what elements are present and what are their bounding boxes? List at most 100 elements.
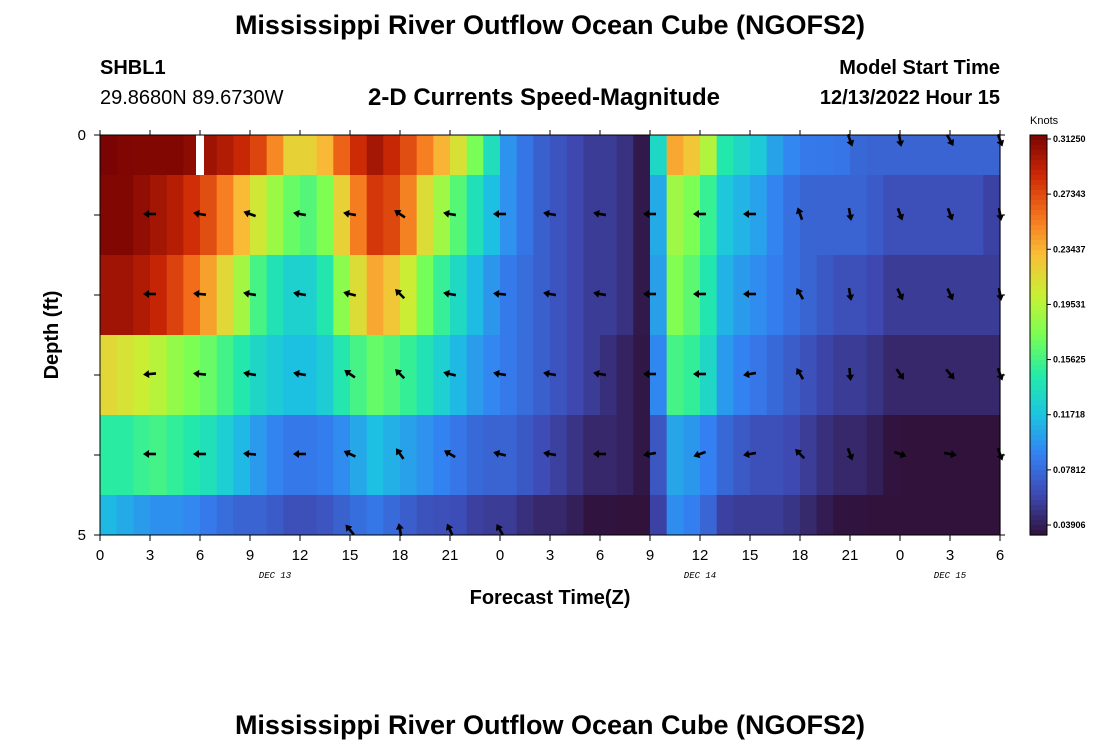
heatmap-cell — [816, 135, 834, 175]
heatmap-cell — [200, 415, 218, 495]
heatmap-cell — [333, 335, 351, 415]
heatmap-cell — [233, 255, 251, 335]
heatmap-cell — [950, 495, 968, 535]
colorbar-swatch — [1030, 490, 1047, 496]
heatmap-cell — [683, 175, 701, 255]
heatmap-cell — [350, 495, 368, 535]
heatmap-cell — [766, 255, 784, 335]
x-tick-label: 18 — [392, 547, 409, 564]
heatmap-cell — [650, 335, 668, 415]
heatmap-cell — [550, 255, 568, 335]
heatmap-cell — [950, 175, 968, 255]
colorbar-swatch — [1030, 280, 1047, 286]
x-tick-label: 0 — [96, 547, 104, 564]
heatmap-cell — [200, 135, 218, 175]
heatmap-cell — [900, 335, 918, 415]
heatmap-cell — [750, 175, 768, 255]
heatmap-cell — [616, 415, 634, 495]
colorbar: Knots 0.31250 0.27343 0.23437 0.19531 0.15625… — [1029, 115, 1086, 536]
current-arrow — [743, 370, 757, 379]
heatmap-cell — [500, 495, 518, 535]
heatmap-cell — [450, 495, 468, 535]
current-arrow — [593, 209, 607, 218]
current-arrow — [243, 209, 257, 218]
heatmap-cell — [350, 415, 368, 495]
colorbar-swatch — [1030, 170, 1047, 176]
heatmap-cell — [183, 335, 201, 415]
arrow-head — [643, 450, 650, 459]
arrow-head — [193, 450, 199, 458]
arrow-head — [846, 374, 855, 381]
colorbar-swatch — [1030, 210, 1047, 216]
heatmap-cell — [366, 135, 384, 175]
colorbar-swatch — [1030, 255, 1047, 261]
heatmap-cell — [216, 495, 234, 535]
heatmap-cell — [933, 415, 951, 495]
heatmap-cell — [783, 255, 801, 335]
heatmap-cell — [433, 175, 451, 255]
heatmap-cell — [266, 415, 284, 495]
arrow-head — [897, 372, 905, 380]
heatmap-cell — [533, 495, 551, 535]
heatmap-cell — [550, 135, 568, 175]
current-arrow — [395, 289, 406, 300]
heatmap-cell — [500, 415, 518, 495]
current-arrow — [445, 523, 454, 536]
model-start-value: 12/13/2022 Hour 15 — [819, 87, 1000, 109]
heatmap-cell — [983, 255, 1001, 335]
heatmap-cell — [783, 335, 801, 415]
colorbar-swatch — [1030, 480, 1047, 486]
heatmap-cell — [133, 415, 151, 495]
colorbar-swatch — [1030, 135, 1047, 141]
current-arrow — [143, 370, 157, 379]
arrow-head — [293, 209, 300, 218]
current-arrow — [543, 209, 557, 218]
current-arrow — [193, 209, 207, 218]
heatmap-cell — [233, 175, 251, 255]
arrow-head — [543, 289, 550, 298]
station-coordinates: 29.8680N 89.6730W — [100, 87, 284, 109]
current-arrow — [946, 288, 955, 301]
arrow-head — [693, 370, 699, 378]
heatmap-cell — [750, 255, 768, 335]
heatmap-cell — [283, 255, 301, 335]
heatmap-cell — [866, 255, 884, 335]
heatmap-cell — [233, 135, 251, 175]
colorbar-swatch — [1030, 220, 1047, 226]
arrow-head — [896, 293, 905, 301]
heatmap-cell — [283, 135, 301, 175]
current-arrow — [344, 369, 356, 379]
arrow-head — [643, 210, 649, 218]
arrow-head — [846, 294, 855, 301]
x-tick-label: 12 — [292, 547, 309, 564]
heatmap-cell — [233, 415, 251, 495]
heatmap-cell — [983, 415, 1001, 495]
colorbar-swatch — [1030, 365, 1047, 371]
heatmap-cell — [850, 255, 868, 335]
arrow-head — [693, 210, 699, 218]
current-arrow — [795, 207, 804, 221]
colorbar-swatch — [1030, 235, 1047, 241]
heatmap-cell — [833, 255, 851, 335]
heatmap-cell — [483, 175, 501, 255]
heatmap-cell — [583, 335, 601, 415]
heatmap-cell — [383, 175, 401, 255]
heatmap-cell — [350, 135, 368, 175]
heatmap-cell — [783, 175, 801, 255]
current-arrow — [395, 369, 406, 380]
heatmap-cell — [550, 175, 568, 255]
current-arrow — [693, 210, 706, 218]
colorbar-label: 0.23437 — [1053, 244, 1086, 254]
heatmap-cell — [233, 335, 251, 415]
heatmap-cell — [466, 415, 484, 495]
heatmap-cell — [933, 175, 951, 255]
current-arrow — [693, 450, 707, 459]
x-tick-label: 0 — [496, 547, 504, 564]
heatmap-cell — [266, 495, 284, 535]
heatmap-cell — [100, 335, 118, 415]
colorbar-swatch — [1030, 335, 1047, 341]
heatmap-cell — [150, 255, 168, 335]
heatmap-cell — [266, 335, 284, 415]
heatmap-cell — [700, 255, 718, 335]
heatmap-cell — [100, 255, 118, 335]
